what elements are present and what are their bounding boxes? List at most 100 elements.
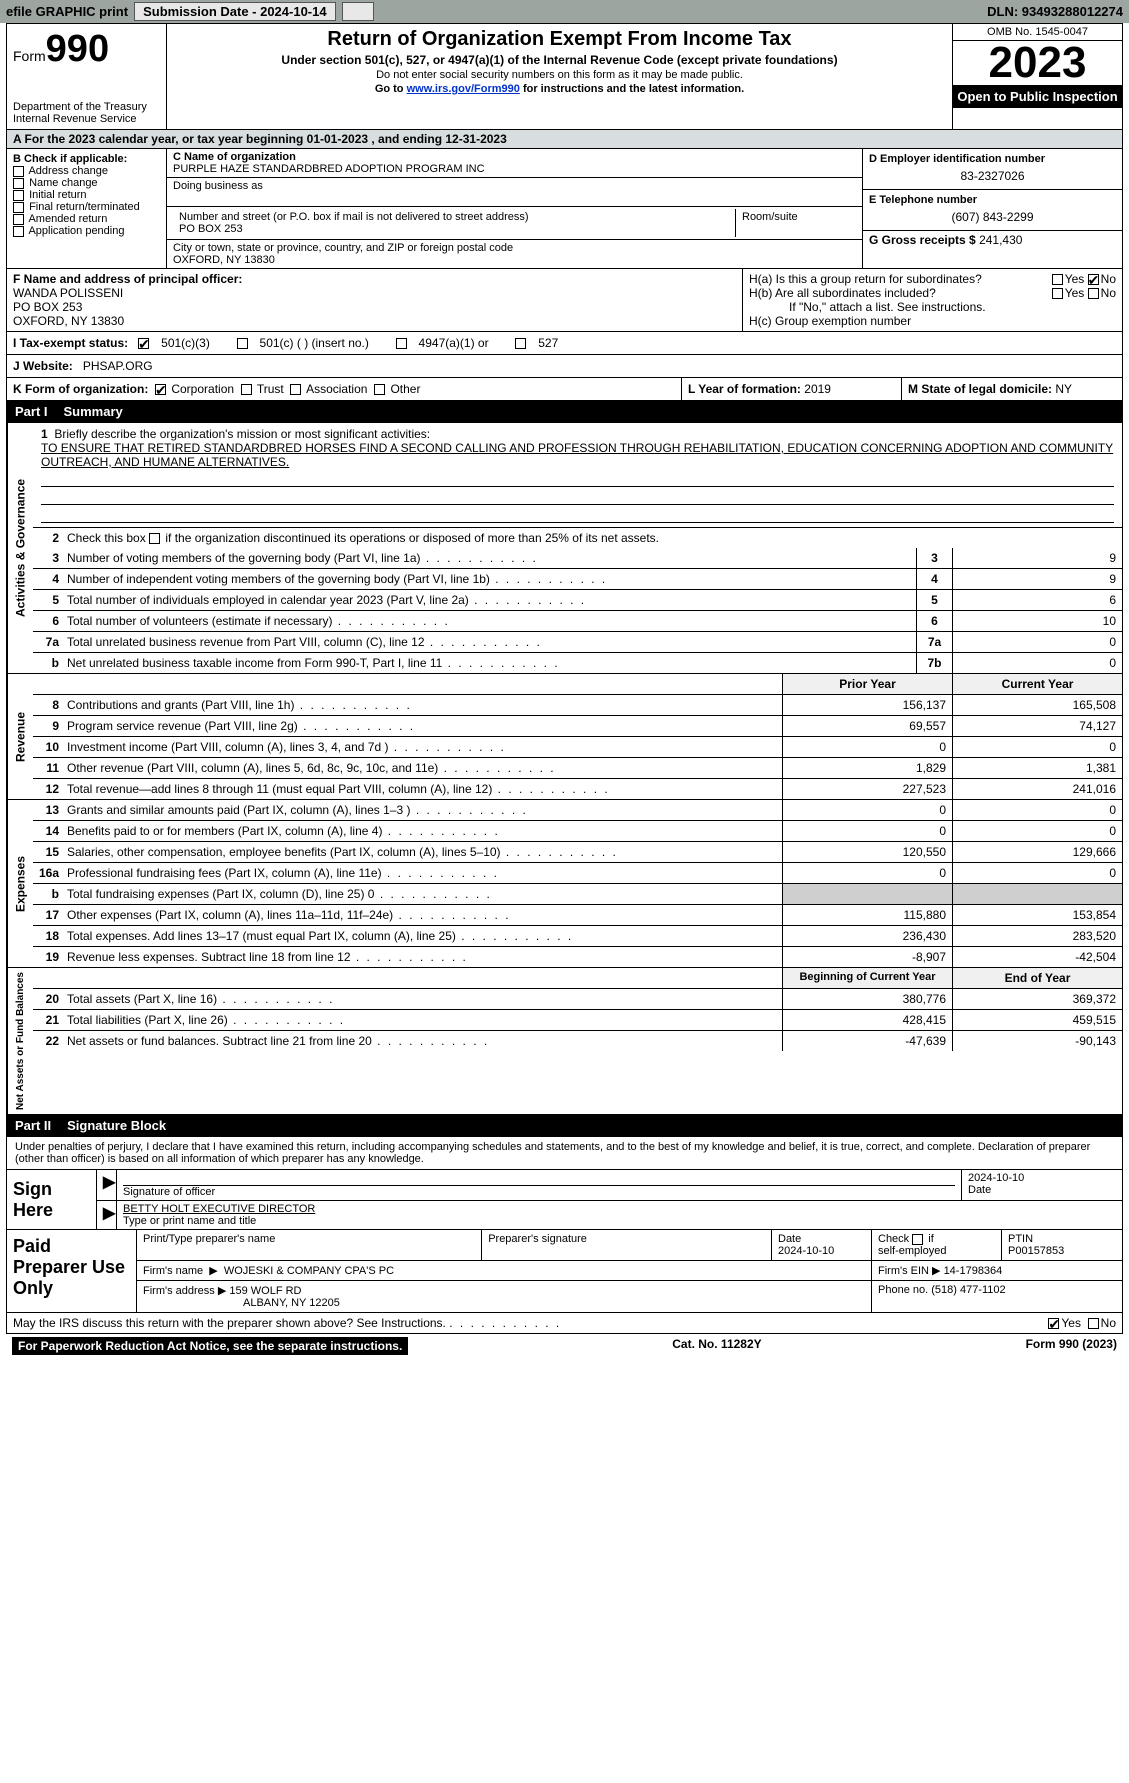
line-num: 19 bbox=[33, 947, 63, 967]
chk-hb-no[interactable] bbox=[1088, 288, 1099, 299]
officer-name: WANDA POLISSENI bbox=[13, 286, 123, 300]
chk-address-change[interactable] bbox=[13, 166, 24, 177]
chk-501c-other[interactable] bbox=[237, 338, 248, 349]
submission-date-button[interactable]: Submission Date - 2024-10-14 bbox=[134, 2, 336, 21]
chk-initial-return[interactable] bbox=[13, 190, 24, 201]
chk-other[interactable] bbox=[374, 384, 385, 395]
line-num: 17 bbox=[33, 905, 63, 925]
street-label: Number and street (or P.O. box if mail i… bbox=[179, 211, 529, 223]
h-c-label: H(c) Group exemption number bbox=[749, 314, 1116, 328]
form-header: Form990 Department of the Treasury Inter… bbox=[6, 23, 1123, 130]
chk-4947a1[interactable] bbox=[396, 338, 407, 349]
chk-501c3[interactable] bbox=[138, 338, 149, 349]
irs-link[interactable]: www.irs.gov/Form990 bbox=[407, 83, 520, 95]
chk-amended-return[interactable] bbox=[13, 214, 24, 225]
form-number: Form990 bbox=[13, 28, 160, 71]
line-num: 16a bbox=[33, 863, 63, 883]
lbl-corp: Corporation bbox=[171, 382, 234, 396]
header-blank bbox=[33, 968, 782, 988]
box-h: H(a) Is this a group return for subordin… bbox=[742, 269, 1122, 331]
line-text: Total unrelated business revenue from Pa… bbox=[63, 632, 916, 652]
h-b-label: H(b) Are all subordinates included? bbox=[749, 286, 936, 300]
chk-corp[interactable] bbox=[155, 384, 166, 395]
line-box: 7a bbox=[916, 632, 952, 652]
current-value: 241,016 bbox=[952, 779, 1122, 799]
phone-label: E Telephone number bbox=[869, 194, 977, 206]
summary-row: bTotal fundraising expenses (Part IX, co… bbox=[33, 884, 1122, 905]
prior-value bbox=[782, 884, 952, 904]
summary-row: 12Total revenue—add lines 8 through 11 (… bbox=[33, 779, 1122, 799]
officer-type-name: BETTY HOLT EXECUTIVE DIRECTOR bbox=[123, 1203, 1116, 1215]
line-value: 0 bbox=[952, 632, 1122, 652]
line-text: Grants and similar amounts paid (Part IX… bbox=[63, 800, 782, 820]
end-year-header: End of Year bbox=[952, 968, 1122, 988]
lbl-trust: Trust bbox=[257, 382, 284, 396]
current-value: 0 bbox=[952, 863, 1122, 883]
period-row: A For the 2023 calendar year, or tax yea… bbox=[6, 130, 1123, 149]
chk-ha-yes[interactable] bbox=[1052, 274, 1063, 285]
line-text: Total revenue—add lines 8 through 11 (mu… bbox=[63, 779, 782, 799]
lbl-final-return: Final return/terminated bbox=[29, 201, 140, 213]
chk-name-change[interactable] bbox=[13, 178, 24, 189]
row-f-h: F Name and address of principal officer:… bbox=[6, 269, 1123, 332]
line-text: Net unrelated business taxable income fr… bbox=[63, 653, 916, 673]
mission-label: Briefly describe the organization's miss… bbox=[54, 427, 430, 441]
line-text: Investment income (Part VIII, column (A)… bbox=[63, 737, 782, 757]
chk-discuss-no[interactable] bbox=[1088, 1318, 1099, 1329]
chk-ha-no[interactable] bbox=[1088, 274, 1099, 285]
line-box: 3 bbox=[916, 548, 952, 568]
firm-name-cell: Firm's name ▶ WOJESKI & COMPANY CPA'S PC bbox=[137, 1261, 872, 1280]
line-value: 0 bbox=[952, 653, 1122, 673]
row-klm: K Form of organization: Corporation Trus… bbox=[6, 378, 1123, 401]
firm-phone-cell: Phone no. (518) 477-1102 bbox=[872, 1281, 1122, 1312]
section-bcd: B Check if applicable: Address change Na… bbox=[6, 149, 1123, 269]
prep-date-label: Date bbox=[778, 1233, 801, 1245]
goto-post: for instructions and the latest informat… bbox=[520, 83, 744, 95]
discuss-no: No bbox=[1101, 1316, 1116, 1330]
line-num: 20 bbox=[33, 989, 63, 1009]
sig-name-cell: BETTY HOLT EXECUTIVE DIRECTOR Type or pr… bbox=[117, 1201, 1122, 1229]
chk-trust[interactable] bbox=[241, 384, 252, 395]
chk-assoc[interactable] bbox=[290, 384, 301, 395]
ptin-value: P00157853 bbox=[1008, 1245, 1064, 1257]
chk-application-pending[interactable] bbox=[13, 226, 24, 237]
street-cell: Number and street (or P.O. box if mail i… bbox=[173, 209, 736, 237]
prep-date-cell: Date 2024-10-10 bbox=[772, 1230, 872, 1260]
ptin-label: PTIN bbox=[1008, 1233, 1033, 1245]
h-a-row: H(a) Is this a group return for subordin… bbox=[749, 272, 1116, 286]
form-subtitle: Under section 501(c), 527, or 4947(a)(1)… bbox=[175, 53, 944, 67]
chk-hb-yes[interactable] bbox=[1052, 288, 1063, 299]
tax-year: 2023 bbox=[953, 41, 1122, 85]
discuss-label: May the IRS discuss this return with the… bbox=[13, 1316, 446, 1330]
firm-ein-cell: Firm's EIN ▶ 14-1798364 bbox=[872, 1261, 1122, 1280]
header-left: Form990 Department of the Treasury Inter… bbox=[7, 24, 167, 129]
current-value: 283,520 bbox=[952, 926, 1122, 946]
chk-self-employed[interactable] bbox=[912, 1234, 923, 1245]
box-f: F Name and address of principal officer:… bbox=[7, 269, 742, 331]
city-row: City or town, state or province, country… bbox=[167, 240, 862, 268]
line-text: Number of independent voting members of … bbox=[63, 569, 916, 589]
website-row: J Website: PHSAP.ORG bbox=[7, 355, 1122, 377]
summary-row: 13Grants and similar amounts paid (Part … bbox=[33, 800, 1122, 821]
chk-line2[interactable] bbox=[149, 533, 160, 544]
part1-title: Summary bbox=[64, 404, 123, 419]
chk-527[interactable] bbox=[515, 338, 526, 349]
lbl-other: Other bbox=[390, 382, 420, 396]
street-row: Number and street (or P.O. box if mail i… bbox=[167, 207, 862, 240]
line-box: 7b bbox=[916, 653, 952, 673]
line-value: 10 bbox=[952, 611, 1122, 631]
lbl-name-change: Name change bbox=[29, 177, 98, 189]
current-value: 369,372 bbox=[952, 989, 1122, 1009]
prior-value: 0 bbox=[782, 800, 952, 820]
current-value: 153,854 bbox=[952, 905, 1122, 925]
prep-name-header: Print/Type preparer's name bbox=[137, 1230, 482, 1260]
prior-value: -8,907 bbox=[782, 947, 952, 967]
chk-discuss-yes[interactable] bbox=[1048, 1318, 1059, 1329]
line-text: Benefits paid to or for members (Part IX… bbox=[63, 821, 782, 841]
blank-button[interactable] bbox=[342, 2, 374, 21]
chk-final-return[interactable] bbox=[13, 202, 24, 213]
summary-row: 4Number of independent voting members of… bbox=[33, 569, 1122, 590]
summary-row: 8Contributions and grants (Part VIII, li… bbox=[33, 695, 1122, 716]
prep-rows: Print/Type preparer's name Preparer's si… bbox=[137, 1230, 1122, 1312]
ha-no: No bbox=[1101, 272, 1116, 286]
